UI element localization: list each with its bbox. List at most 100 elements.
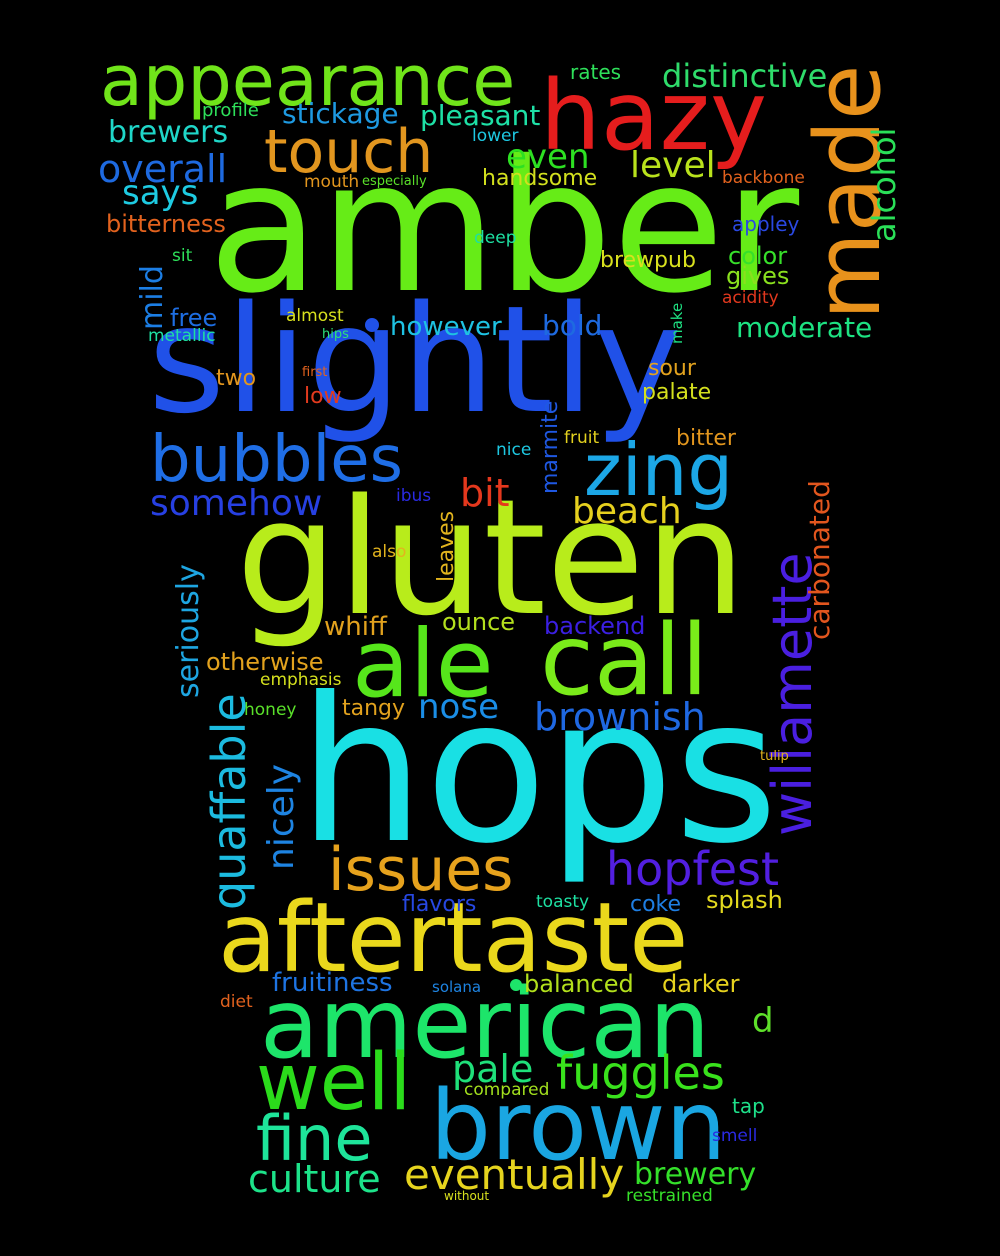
word-balanced: balanced <box>524 970 634 998</box>
word-beach: beach <box>572 491 682 532</box>
word-touch: touch <box>264 117 434 187</box>
word-brown: brown <box>430 1070 727 1182</box>
word-pleasant: pleasant <box>420 99 541 132</box>
word-smell: smell <box>712 1126 758 1146</box>
word-mouth: mouth <box>304 172 360 192</box>
word-brewers: brewers <box>108 115 229 150</box>
word-nice: nice <box>496 440 532 460</box>
word-eventually: eventually <box>404 1150 625 1199</box>
word-hazy: hazy <box>540 60 767 172</box>
word-compared: compared <box>464 1080 550 1100</box>
word-well: well <box>256 1038 412 1128</box>
word-distinctive: distinctive <box>662 57 828 95</box>
word-overall: overall <box>98 147 228 191</box>
word-first: first <box>302 365 328 380</box>
word-solana: solana <box>432 978 482 996</box>
word-free: free <box>170 304 218 332</box>
word-bitterness: bitterness <box>106 210 226 238</box>
word-bitter: bitter <box>676 426 736 451</box>
word-almost: almost <box>286 306 344 326</box>
word-rates: rates <box>570 60 622 84</box>
word-zing: zing <box>584 428 734 512</box>
word-brownish: brownish <box>534 695 706 739</box>
word-metallic: metallic <box>148 326 216 346</box>
word-sit: sit <box>172 246 193 266</box>
word-honey: honey <box>244 700 297 720</box>
word-issues: issues <box>328 835 514 905</box>
word-toasty: toasty <box>536 892 590 912</box>
word-palate: palate <box>642 380 712 405</box>
word-whiff: whiff <box>324 612 387 642</box>
word-nose: nose <box>418 687 499 727</box>
word-hops: hops <box>298 655 779 888</box>
word-ale: ale <box>352 610 494 719</box>
word-sour: sour <box>648 356 696 381</box>
word-two: two <box>216 366 257 391</box>
word-ounce: ounce <box>442 608 516 636</box>
word-even: even <box>506 137 590 177</box>
word-bit: bit <box>460 471 510 515</box>
word-deep: deep <box>474 228 517 248</box>
word-flavors: flavors <box>402 892 477 917</box>
word-aftertaste: aftertaste <box>218 882 689 994</box>
word-american: american <box>260 968 710 1080</box>
word-also: also <box>372 542 407 562</box>
word-emphasis: emphasis <box>260 670 342 690</box>
word-stickage: stickage <box>282 97 399 130</box>
word-otherwise: otherwise <box>206 648 324 676</box>
word-leaves: leaves <box>434 510 459 582</box>
word-lower: lower <box>472 126 519 146</box>
word-backend: backend <box>544 612 646 640</box>
word-carbonated: carbonated <box>803 480 836 640</box>
word-tap: tap <box>732 1094 765 1118</box>
word-bold: bold <box>542 309 603 342</box>
word-brewpub: brewpub <box>600 248 696 273</box>
word-color: color <box>728 242 788 270</box>
word-d: d <box>752 1001 774 1041</box>
word-bubbles: bubbles <box>150 423 403 497</box>
word-quaffable: quaffable <box>202 693 256 910</box>
word-marmite: marmite <box>538 400 563 494</box>
word-tulip: tulip <box>760 749 789 764</box>
word-gives: gives <box>726 262 790 290</box>
word-appley: appley <box>732 212 800 236</box>
word-says: says <box>122 173 199 213</box>
word-make: make <box>668 302 686 344</box>
word-restrained: restrained <box>626 1186 713 1206</box>
word-mild: mild <box>135 265 170 330</box>
word-tangy: tangy <box>342 696 406 721</box>
word-however: however <box>390 312 502 342</box>
word-ibus: ibus <box>396 486 432 506</box>
word-seriously: seriously <box>171 564 206 698</box>
word-appearance: appearance <box>100 40 516 122</box>
word-hopfest: hopfest <box>606 842 779 896</box>
word-brewery: brewery <box>634 1157 757 1192</box>
word-without: without <box>444 1189 490 1203</box>
dot-mark-blue <box>365 318 379 332</box>
word-diet: diet <box>220 992 253 1012</box>
word-amber: amber <box>208 121 800 333</box>
word-fruitiness: fruitiness <box>272 968 393 998</box>
word-pale: pale <box>452 1047 534 1091</box>
dot-mark-green <box>510 979 522 991</box>
word-alcohol: alcohol <box>865 127 903 242</box>
word-fruit: fruit <box>564 428 600 448</box>
word-profile: profile <box>202 100 259 121</box>
word-level: level <box>630 145 716 186</box>
word-hips: hips <box>322 327 349 342</box>
word-somehow: somehow <box>150 483 323 524</box>
word-acidity: acidity <box>722 288 779 308</box>
word-fuggles: fuggles <box>556 1046 725 1100</box>
word-slightly: slightly <box>148 274 682 446</box>
word-culture: culture <box>248 1157 381 1201</box>
word-especially: especially <box>362 174 427 189</box>
word-gluten: gluten <box>236 464 746 651</box>
word-darker: darker <box>662 970 740 998</box>
word-call: call <box>540 604 709 718</box>
word-fine: fine <box>256 1102 373 1175</box>
word-splash: splash <box>706 886 783 914</box>
word-backbone: backbone <box>722 168 805 188</box>
word-coke: coke <box>630 892 682 917</box>
word-handsome: handsome <box>482 166 598 191</box>
